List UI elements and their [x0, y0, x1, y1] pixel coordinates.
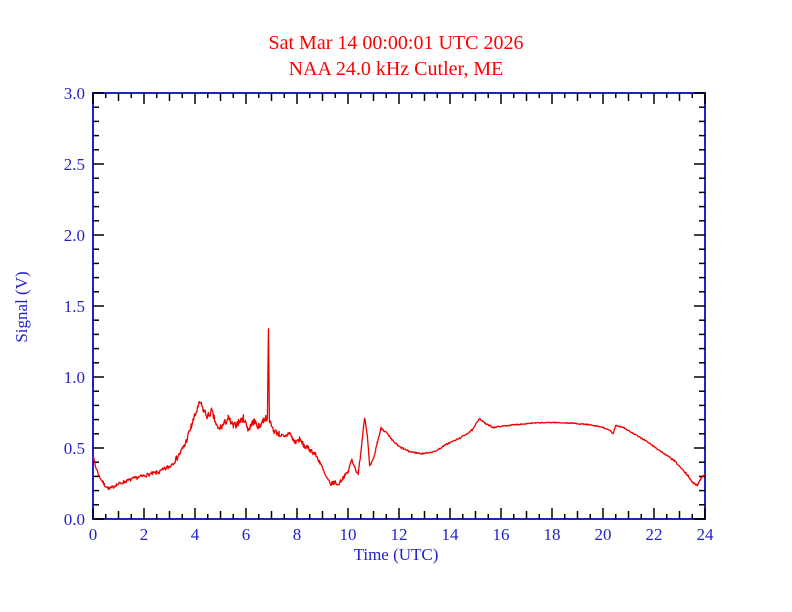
tick-labels: 0 2 4 6 8 10 12 14 16 18 20 22 240.00.51.01.52.02.53… — [64, 84, 714, 544]
signal-trace — [92, 328, 706, 491]
y-tick-label: 3.0 — [64, 84, 85, 103]
chart-title-station: NAA 24.0 kHz Cutler, ME — [288, 58, 504, 80]
x-tick-label: 8 — [293, 525, 302, 544]
x-tick-label: 14 — [442, 525, 460, 544]
x-tick-label: 24 — [697, 525, 715, 544]
plot-frame — [92, 92, 706, 520]
x-tick-label: 0 — [89, 525, 98, 544]
y-tick-label: 1.0 — [64, 368, 85, 387]
x-tick-label: 20 — [595, 525, 612, 544]
x-tick-label: 22 — [646, 525, 663, 544]
y-tick-label: 2.5 — [64, 155, 85, 174]
x-tick-label: 10 — [340, 525, 357, 544]
y-tick-label: 1.5 — [64, 297, 85, 316]
axis-ticks — [92, 92, 706, 520]
y-tick-label: 0.0 — [64, 510, 85, 529]
x-tick-label: 16 — [493, 525, 510, 544]
x-tick-label: 12 — [391, 525, 408, 544]
x-tick-label: 2 — [140, 525, 149, 544]
chart-title-block: Sat Mar 14 00:00:01 UTC 2026 NAA 24.0 kH… — [0, 30, 792, 82]
y-tick-label: 2.0 — [64, 226, 85, 245]
x-tick-label: 6 — [242, 525, 251, 544]
x-tick-label: 18 — [544, 525, 561, 544]
y-axis-label: Signal (V) — [12, 271, 31, 343]
chart-title-date: Sat Mar 14 00:00:01 UTC 2026 — [268, 32, 524, 54]
y-tick-label: 0.5 — [64, 439, 85, 458]
x-tick-label: 4 — [191, 525, 200, 544]
x-axis-label: Time (UTC) — [353, 545, 439, 564]
